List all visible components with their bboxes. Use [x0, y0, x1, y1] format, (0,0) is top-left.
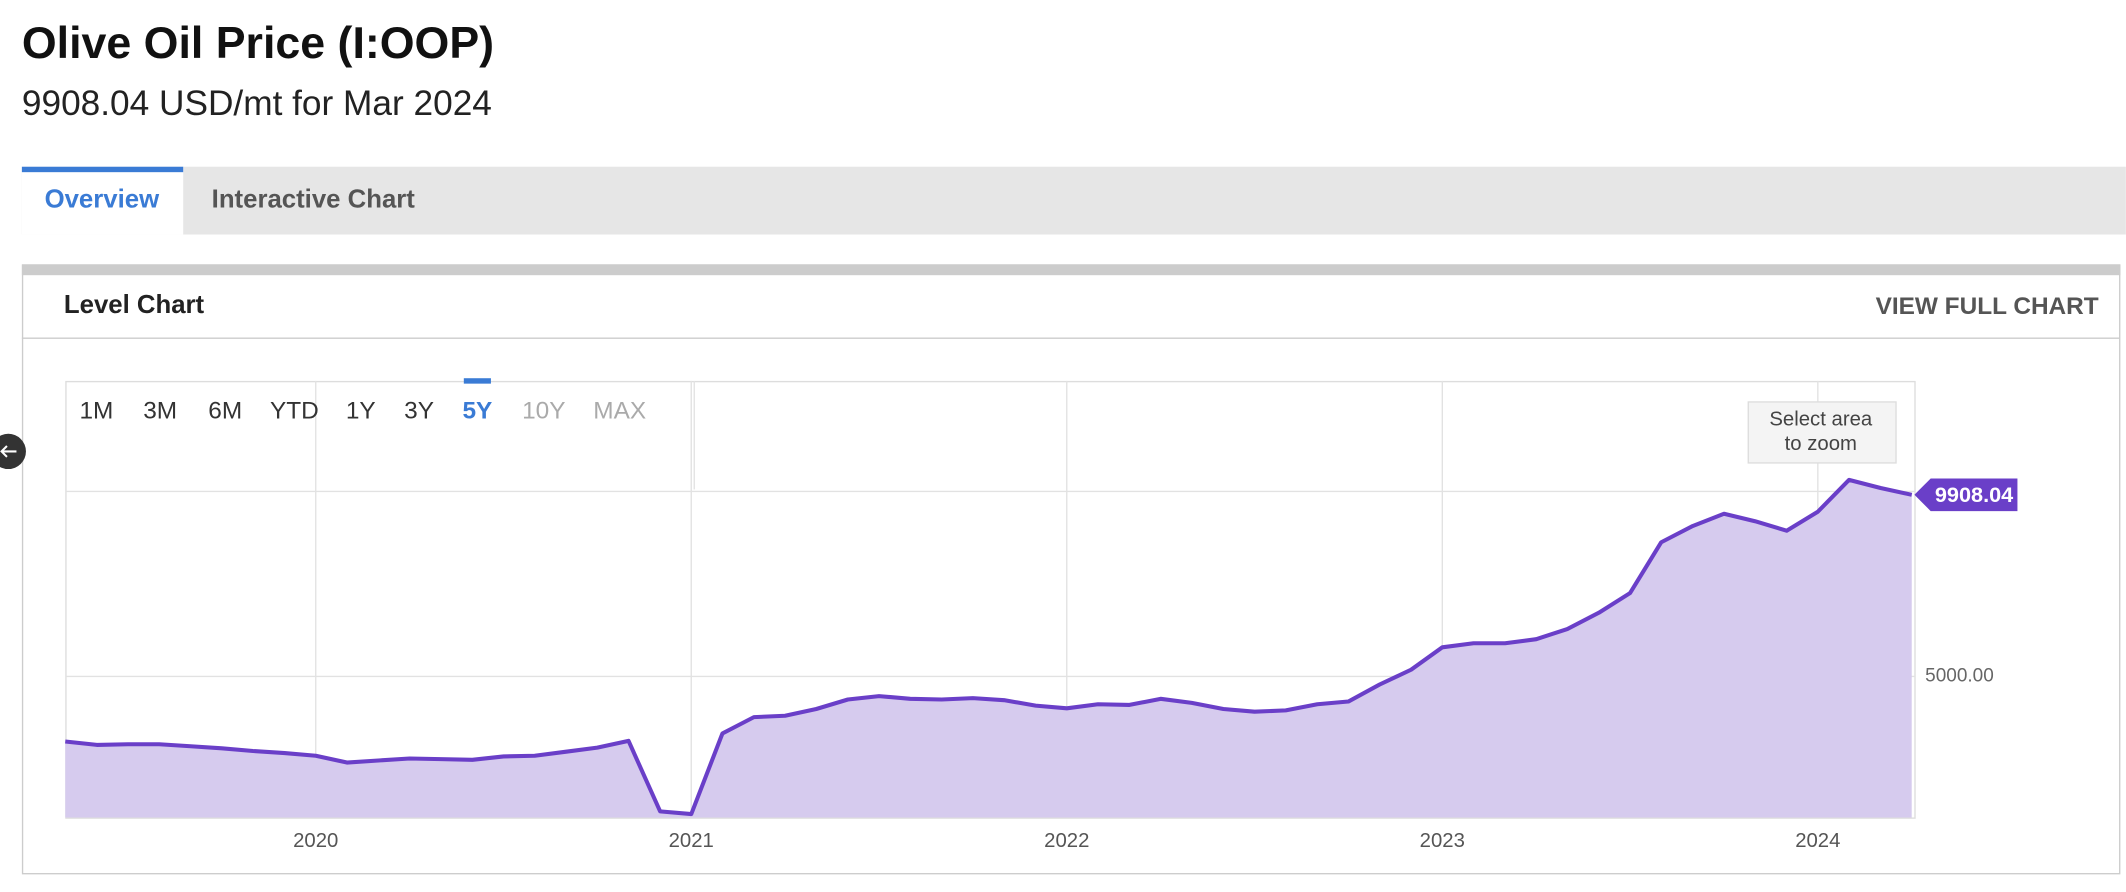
y-tick-label: 5000.00	[1925, 665, 1994, 686]
tab[interactable]: Interactive Chart	[212, 185, 416, 213]
plot: 5000.00 2020 2021 2022 2023 2024 9908.04	[65, 380, 2018, 852]
range-button[interactable]: YTD	[270, 398, 319, 425]
view-full-chart[interactable]: VIEW FULL CHART	[1876, 293, 2099, 320]
range-button[interactable]: 3M	[143, 398, 177, 425]
zoom-hint-box	[1747, 401, 1897, 464]
range-button[interactable]: 1Y	[346, 398, 376, 425]
panel-title: Level Chart	[64, 291, 205, 319]
last-value-label: 9908.04	[1935, 482, 2013, 507]
tab-active-bg	[21, 166, 184, 235]
x-tick-label: 2021	[669, 830, 714, 852]
tab-indicator	[21, 166, 184, 173]
x-tick-label: 2024	[1795, 830, 1840, 852]
range-button: MAX	[593, 398, 646, 425]
tab-bar	[21, 166, 2126, 235]
page-subtitle: 9908.04 USD/mt for Mar 2024	[22, 84, 492, 123]
zoom-hint: Select area	[1769, 409, 1873, 431]
page-title: Olive Oil Price (I:OOP)	[22, 19, 494, 68]
range-indicator	[463, 378, 491, 384]
x-tick-label: 2023	[1420, 830, 1465, 852]
tab[interactable]: Overview	[45, 185, 160, 213]
range-button[interactable]: 5Y	[462, 398, 492, 425]
last-value-tag	[1914, 478, 2018, 512]
x-tick-label: 2022	[1044, 830, 1089, 852]
arrow-icon	[0, 445, 17, 458]
zoom-hint: to zoom	[1785, 433, 1857, 455]
range-button: 10Y	[522, 398, 565, 425]
area-fill	[65, 479, 1912, 818]
x-tick-label: 2020	[293, 830, 338, 852]
range-button[interactable]: 1M	[79, 398, 113, 425]
panel-top-bar	[21, 264, 2121, 276]
price-line	[65, 477, 1913, 817]
range-button[interactable]: 6M	[208, 398, 242, 425]
range-button[interactable]: 3Y	[404, 398, 434, 425]
